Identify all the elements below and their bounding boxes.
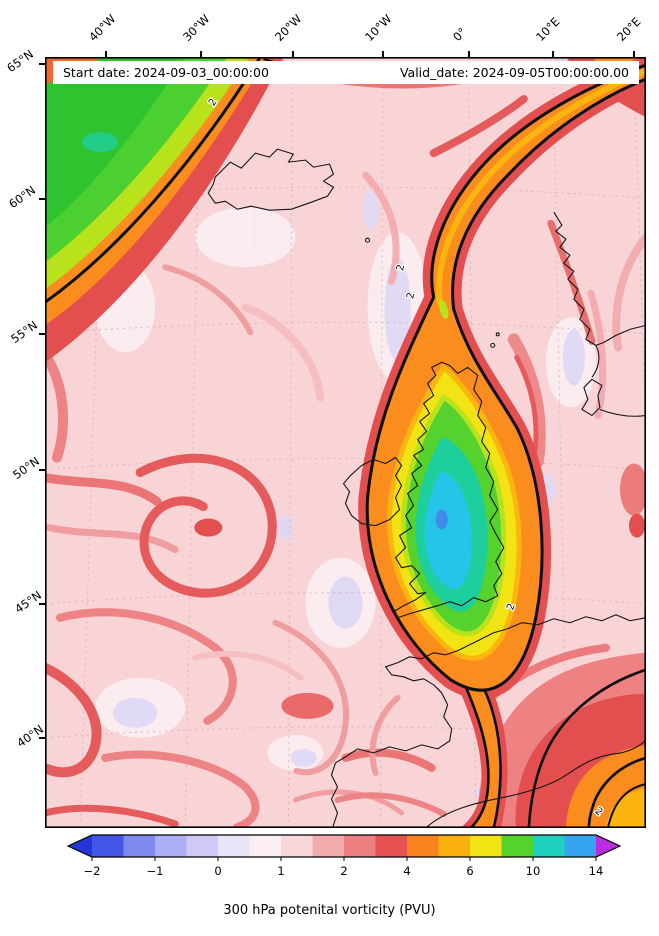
x-axis-tick <box>468 51 470 57</box>
colorbar-tick-6: 6 <box>466 864 474 878</box>
x-axis-tick <box>382 51 384 57</box>
colorbar-over-arrow <box>596 835 620 857</box>
y-axis-tick <box>39 333 45 335</box>
colorbar-segment <box>438 835 471 857</box>
colorbar-segment <box>92 835 124 857</box>
x-tick-label-20e: 20°E <box>614 14 644 45</box>
x-axis-tick <box>200 51 202 57</box>
colorbar-tick-0: 0 <box>214 864 222 878</box>
colorbar-tick-2: 2 <box>340 864 348 878</box>
x-axis-tick <box>552 51 554 57</box>
coastline-iceland <box>207 148 335 211</box>
colorbar-segment <box>281 835 313 857</box>
colorbar-segment <box>186 835 219 857</box>
colorbar-tick-m1: −1 <box>146 864 164 878</box>
colorbar-segment <box>344 835 376 857</box>
coastline-shetland <box>490 342 496 348</box>
x-tick-label-10w: 10°W <box>362 11 395 44</box>
colorbar-caption: 300 hPa potenital vorticity (PVU) <box>223 903 436 918</box>
y-axis-tick <box>39 737 45 739</box>
colorbar-segment <box>470 835 502 857</box>
x-tick-label-0: 0° <box>450 24 470 44</box>
pv-core-blue <box>435 509 448 530</box>
x-tick-label-30w: 30°W <box>180 11 213 44</box>
coastline-europe <box>330 614 646 828</box>
tropopause-contour-northwest <box>45 57 262 304</box>
y-tick-label-50n: 50°N <box>10 453 43 483</box>
plot-frame <box>45 57 646 828</box>
y-axis-tick <box>39 469 45 471</box>
colorbar-segment <box>375 835 408 857</box>
colorbar-segment <box>312 835 345 857</box>
colorbar <box>66 834 622 861</box>
valid-date-label: Valid_date: 2024-09-05T00:00:00.00 <box>399 65 629 80</box>
coastline-ireland <box>342 456 403 527</box>
pv-region-northwest <box>45 57 517 363</box>
pv-core-cyan <box>424 472 472 590</box>
colorbar-tick-4: 4 <box>403 864 411 878</box>
colorbar-segment <box>407 835 439 857</box>
colorbar-tick-10: 10 <box>525 864 541 878</box>
colorbar-tick-14: 14 <box>588 864 604 878</box>
coastline-shetland-2 <box>495 332 500 337</box>
x-axis-tick <box>105 51 107 57</box>
y-axis-tick <box>39 603 45 605</box>
colorbar-segment <box>155 835 187 857</box>
x-tick-label-40w: 40°W <box>86 11 119 44</box>
colorbar-segment <box>123 835 156 857</box>
coastlines <box>207 148 646 828</box>
colorbar-under-arrow <box>68 835 92 857</box>
x-tick-label-20w: 20°W <box>272 11 305 44</box>
y-axis-tick <box>39 63 45 65</box>
colorbar-segment <box>501 835 534 857</box>
x-axis-tick <box>292 51 294 57</box>
colorbar-segment <box>218 835 250 857</box>
y-axis-tick <box>39 198 45 200</box>
pv-jet-band <box>358 57 646 828</box>
start-date-label: Start date: 2024-09-03_00:00:00 <box>63 65 269 80</box>
coastline-denmark <box>581 345 646 417</box>
colorbar-tick-m2: −2 <box>83 864 101 878</box>
coastline-britain <box>393 361 505 619</box>
colorbar-tick-1: 1 <box>277 864 285 878</box>
colorbar-segment <box>564 835 597 857</box>
contour-label: 2 <box>395 263 407 272</box>
tropopause-contour-tail <box>460 677 502 828</box>
contour-label: 2 <box>405 292 417 301</box>
coastline-iberia-mediterranean <box>425 739 646 828</box>
coastline-norway <box>553 211 646 346</box>
colorbar-segment <box>533 835 565 857</box>
coastline-faroe <box>364 237 371 243</box>
x-axis-tick <box>633 51 635 57</box>
tropopause-contours-southeast <box>527 668 646 828</box>
y-tick-label-60n: 60°N <box>6 182 39 212</box>
title-strip: Start date: 2024-09-03_00:00:00 Valid_da… <box>53 61 639 84</box>
pv-red-blobs <box>194 463 646 719</box>
x-tick-label-10e: 10°E <box>533 14 563 45</box>
colorbar-segment <box>249 835 282 857</box>
y-tick-label-65n: 65°N <box>4 46 37 76</box>
y-tick-label-55n: 55°N <box>8 317 41 347</box>
